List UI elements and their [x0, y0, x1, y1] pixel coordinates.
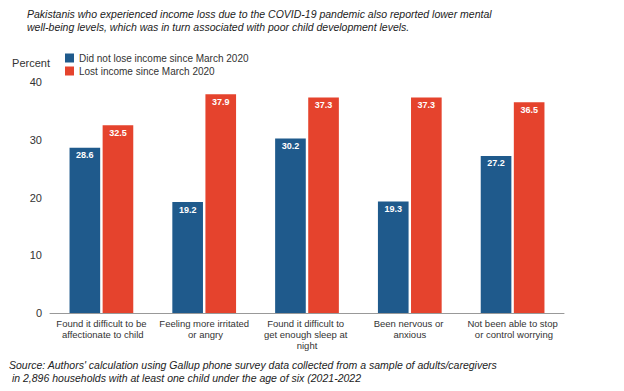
svg-text:or control worrying: or control worrying [472, 329, 553, 340]
svg-text:27.2: 27.2 [487, 158, 505, 168]
svg-text:Source: Authors' calculation u: Source: Authors' calculation using Gallu… [9, 359, 498, 371]
svg-text:40: 40 [30, 76, 42, 88]
svg-text:Pakistanis who experienced inc: Pakistanis who experienced income loss d… [27, 8, 495, 20]
svg-text:Not been able to stop: Not been able to stop [467, 318, 557, 329]
svg-text:30: 30 [30, 134, 42, 146]
svg-text:37.9: 37.9 [212, 97, 230, 107]
svg-text:or angry: or angry [185, 329, 223, 340]
svg-text:Found it difficult to be: Found it difficult to be [56, 318, 146, 329]
svg-text:Feeling more irritated: Feeling more irritated [159, 318, 249, 329]
svg-text:0: 0 [36, 307, 42, 319]
svg-text:36.5: 36.5 [520, 105, 538, 115]
svg-text:37.3: 37.3 [418, 100, 436, 110]
svg-text:Percent: Percent [12, 57, 50, 69]
svg-text:Found it difficult to: Found it difficult to [267, 318, 347, 329]
svg-text:get enough sleep at: get enough sleep at [264, 329, 350, 340]
svg-text:Lost income since March 2020: Lost income since March 2020 [79, 66, 215, 77]
svg-text:affectionate to child: affectionate to child [59, 329, 143, 340]
svg-text:37.3: 37.3 [315, 100, 333, 110]
svg-text:19.3: 19.3 [384, 204, 402, 214]
svg-text:30.2: 30.2 [282, 141, 300, 151]
svg-text:Been nervous or: Been nervous or [374, 318, 446, 329]
svg-text:anxious: anxious [393, 329, 426, 340]
svg-text:19.2: 19.2 [179, 205, 197, 215]
svg-text:night: night [297, 340, 318, 351]
svg-text:32.5: 32.5 [109, 128, 127, 138]
svg-text:in 2,896 households with at le: in 2,896 households with at least one ch… [9, 372, 361, 384]
svg-text:well-being levels, which was i: well-being levels, which was in turn ass… [27, 21, 409, 33]
svg-text:28.6: 28.6 [76, 150, 94, 160]
svg-text:10: 10 [30, 249, 42, 261]
svg-text:20: 20 [30, 192, 42, 204]
svg-text:Did not lose income since Marc: Did not lose income since March 2020 [79, 53, 249, 64]
